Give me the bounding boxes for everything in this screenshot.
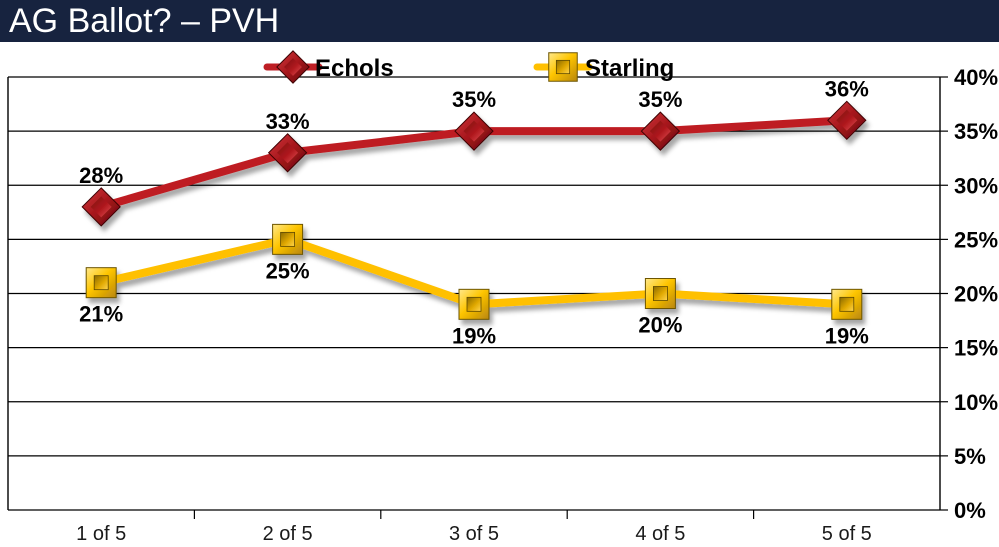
legend-label: Echols: [315, 55, 394, 82]
starling-square-inner: [653, 286, 668, 301]
series-echols: [81, 100, 867, 227]
echols-diamond-inner: [836, 109, 858, 131]
starling-square-inner: [466, 296, 482, 312]
axes: [7, 76, 948, 519]
page-title: AG Ballot? – PVH: [9, 2, 280, 40]
x-category-label: 1 of 5: [76, 523, 126, 545]
x-category-label: 3 of 5: [449, 523, 499, 545]
starling-square-inner: [839, 296, 855, 312]
y-tick-label: 35%: [954, 119, 998, 144]
data-point-labels: 28% 33% 35% 35% 36% 21% 25% 19% 20% 19%: [79, 76, 869, 348]
starling-square-inner: [555, 59, 571, 75]
data-point-label: 19%: [452, 323, 496, 348]
data-point-label: 19%: [825, 323, 869, 348]
data-point-label: 33%: [266, 109, 310, 134]
x-category-label: 4 of 5: [635, 523, 685, 545]
legend-item-echols: Echols: [263, 50, 394, 84]
data-point-label: 36%: [825, 76, 869, 101]
echols-diamond-inner: [90, 196, 112, 218]
data-point-label: 21%: [79, 302, 123, 327]
y-tick-label: 0%: [954, 498, 986, 523]
starling-square-marker-icon: [458, 288, 490, 320]
y-tick-label: 20%: [954, 282, 998, 307]
x-category-label: 2 of 5: [263, 523, 313, 545]
y-tick-label: 10%: [954, 390, 998, 415]
y-tick-label: 5%: [954, 444, 986, 469]
y-tick-label: 40%: [954, 65, 998, 90]
series-starling: [85, 223, 863, 320]
legend-item-starling: Starling: [533, 52, 674, 82]
x-category-label: 5 of 5: [822, 523, 872, 545]
y-tick-label: 30%: [954, 173, 998, 198]
data-point-label: 28%: [79, 163, 123, 188]
starling-square-marker-icon: [644, 278, 676, 309]
starling-square-inner: [93, 275, 109, 291]
echols-diamond-inner: [649, 120, 671, 142]
starling-square-inner: [280, 231, 296, 247]
axis-tick-labels: 0% 5% 10% 15% 20% 25% 30% 35% 40% 1 of 5 2 of 5 3 o…: [76, 65, 998, 545]
echols-diamond-inner: [277, 142, 299, 164]
data-point-label: 20%: [638, 313, 682, 338]
y-tick-label: 15%: [954, 336, 998, 361]
echols-diamond-inner: [463, 120, 485, 142]
y-tick-label: 25%: [954, 227, 998, 252]
data-point-label: 35%: [452, 87, 496, 112]
echols-diamond-inner: [284, 58, 302, 76]
chart-legend: Echols Starling: [263, 50, 674, 84]
data-point-label: 25%: [266, 258, 310, 283]
legend-label: Starling: [585, 55, 674, 82]
series-lines: [81, 100, 867, 320]
data-point-label: 35%: [638, 87, 682, 112]
slide-title-bar: AG Ballot? – PVH: [0, 0, 999, 42]
